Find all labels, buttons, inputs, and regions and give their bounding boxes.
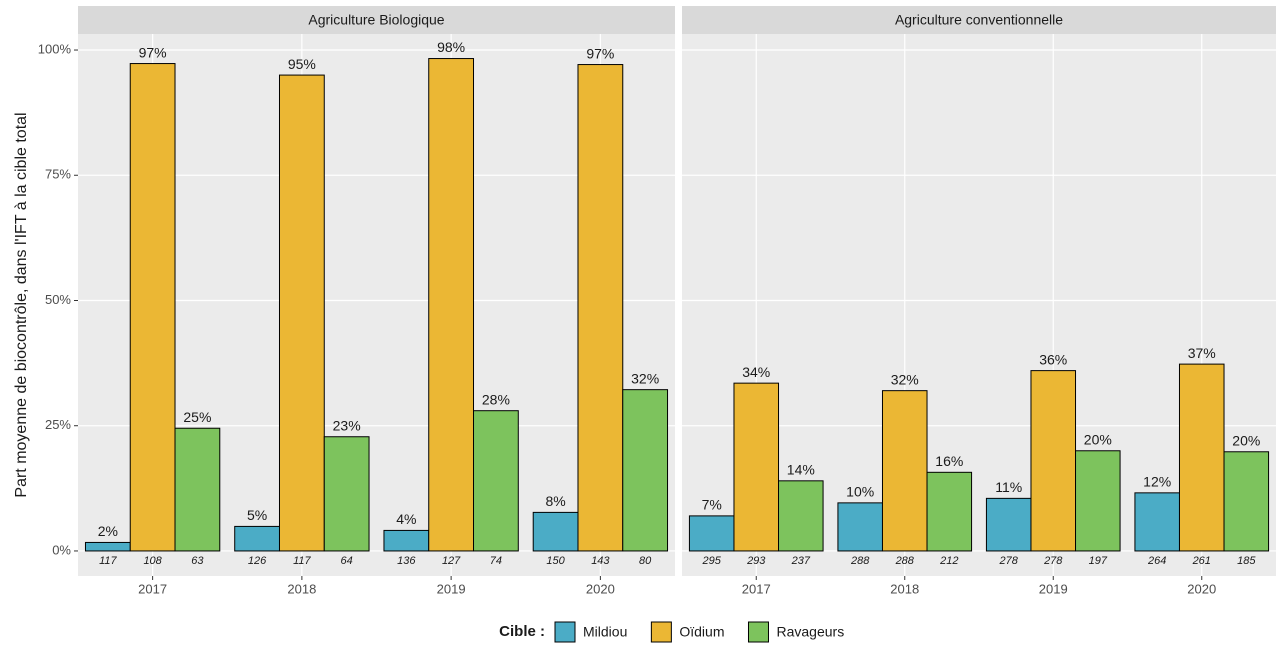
value-label: 36% xyxy=(1039,351,1067,367)
panel-title: Agriculture Biologique xyxy=(308,12,444,28)
count-label: 80 xyxy=(639,555,652,567)
bar xyxy=(1134,492,1180,552)
x-tick-label: 2018 xyxy=(287,581,316,596)
y-tick-label: 100% xyxy=(38,41,72,56)
count-label: 185 xyxy=(1237,555,1256,567)
count-label: 237 xyxy=(791,555,811,567)
bar xyxy=(428,58,475,552)
count-label: 278 xyxy=(1043,555,1063,567)
value-label: 34% xyxy=(742,364,770,380)
value-label: 8% xyxy=(545,493,565,509)
count-label: 143 xyxy=(591,555,610,567)
value-label: 11% xyxy=(995,479,1022,495)
bar xyxy=(532,511,579,552)
bar xyxy=(688,515,735,552)
count-label: 64 xyxy=(341,555,353,567)
value-label: 12% xyxy=(1143,474,1171,490)
x-tick-label: 2017 xyxy=(742,581,771,596)
value-label: 28% xyxy=(482,391,510,407)
value-label: 4% xyxy=(396,511,416,527)
value-label: 5% xyxy=(247,507,267,523)
count-label: 127 xyxy=(442,555,461,567)
y-tick-label: 25% xyxy=(45,417,71,432)
bar xyxy=(778,480,824,552)
value-label: 25% xyxy=(183,409,211,425)
count-label: 293 xyxy=(746,555,766,567)
x-tick-label: 2017 xyxy=(138,581,167,596)
bar xyxy=(174,427,221,552)
bar xyxy=(278,74,325,552)
bar xyxy=(926,471,973,552)
count-label: 288 xyxy=(850,555,870,567)
count-label: 295 xyxy=(702,555,722,567)
y-tick-label: 75% xyxy=(45,167,71,182)
count-label: 212 xyxy=(939,555,958,567)
bar xyxy=(1223,451,1270,552)
value-label: 97% xyxy=(586,45,614,61)
strip xyxy=(682,6,1276,34)
count-label: 63 xyxy=(191,555,204,567)
count-label: 197 xyxy=(1089,555,1108,567)
value-label: 2% xyxy=(98,523,118,539)
bar xyxy=(985,497,1032,552)
value-label: 7% xyxy=(702,497,722,513)
count-label: 117 xyxy=(99,555,117,567)
x-tick-label: 2020 xyxy=(586,581,615,596)
value-label: 98% xyxy=(437,39,465,55)
bar xyxy=(234,525,280,552)
count-label: 150 xyxy=(546,555,565,567)
y-tick-label: 50% xyxy=(45,292,71,307)
count-label: 126 xyxy=(248,555,267,567)
value-label: 97% xyxy=(139,44,167,60)
count-label: 278 xyxy=(999,555,1019,567)
legend-swatch xyxy=(747,621,769,643)
count-label: 288 xyxy=(895,555,915,567)
count-label: 117 xyxy=(293,555,311,567)
value-label: 95% xyxy=(288,56,316,72)
bar xyxy=(473,410,519,552)
value-label: 32% xyxy=(891,371,919,387)
legend-swatch xyxy=(554,621,576,643)
legend-title: Cible : xyxy=(499,623,545,640)
y-tick-label: 0% xyxy=(52,542,71,557)
value-label: 14% xyxy=(787,462,815,478)
bar xyxy=(129,63,176,552)
y-axis-title: Part moyenne de biocontrôle, dans l'IFT … xyxy=(13,112,30,497)
bar xyxy=(323,436,370,552)
bar xyxy=(733,382,780,552)
count-label: 74 xyxy=(490,555,502,567)
bar xyxy=(837,502,883,552)
x-tick-label: 2019 xyxy=(1039,581,1068,596)
x-tick-label: 2018 xyxy=(890,581,919,596)
panel-title: Agriculture conventionnelle xyxy=(895,12,1063,28)
legend-label: Mildiou xyxy=(583,624,627,640)
bar xyxy=(577,64,624,552)
legend-label: Oïdium xyxy=(679,624,724,640)
bar xyxy=(383,529,430,552)
value-label: 32% xyxy=(631,370,659,386)
bar xyxy=(881,390,928,552)
value-label: 20% xyxy=(1232,432,1260,448)
bar xyxy=(1178,363,1225,552)
count-label: 136 xyxy=(397,555,416,567)
count-label: 108 xyxy=(143,555,162,567)
count-label: 261 xyxy=(1192,555,1211,567)
strip xyxy=(78,6,675,34)
value-label: 16% xyxy=(935,453,963,469)
legend-swatch xyxy=(650,621,672,643)
bar xyxy=(84,541,131,552)
x-tick-label: 2019 xyxy=(437,581,466,596)
value-label: 23% xyxy=(333,417,361,433)
count-label: 264 xyxy=(1147,555,1166,567)
bar xyxy=(1030,370,1077,552)
x-tick-label: 2020 xyxy=(1187,581,1216,596)
value-label: 20% xyxy=(1084,431,1112,447)
bar xyxy=(622,389,669,552)
bar xyxy=(1075,450,1121,552)
value-label: 10% xyxy=(846,484,874,500)
value-label: 37% xyxy=(1188,345,1216,361)
legend-label: Ravageurs xyxy=(776,624,844,640)
